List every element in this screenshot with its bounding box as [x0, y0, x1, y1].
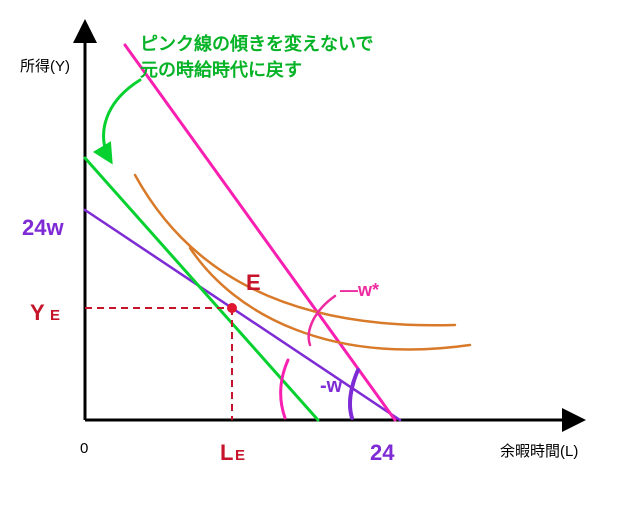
label-x-axis: 余暇時間(L): [500, 440, 578, 461]
arc-green_arrow: [104, 80, 140, 160]
arc-w_hook_mag: [281, 360, 288, 418]
label-origin: 0: [80, 440, 88, 457]
label-minus-w-star: —w*: [340, 280, 379, 301]
line-magenta: [125, 45, 395, 420]
label-note1: ピンク線の傾きを変えないで: [140, 30, 373, 56]
label-y-axis: 所得(Y): [20, 55, 70, 76]
label-YE: Y: [30, 300, 45, 326]
indiff-curve-upper: [135, 175, 455, 325]
label-LE: L: [220, 440, 233, 466]
arc-w_hook_pur: [350, 370, 358, 418]
label-note2: 元の時給時代に戻す: [140, 56, 302, 82]
label-24w: 24w: [22, 215, 64, 241]
label-minus-w: -w: [320, 375, 342, 398]
point-E: [227, 303, 237, 313]
label-LE-sub: E: [235, 447, 245, 464]
label-24: 24: [370, 440, 394, 466]
label-E: E: [246, 270, 261, 296]
label-YE-sub: E: [50, 307, 60, 324]
